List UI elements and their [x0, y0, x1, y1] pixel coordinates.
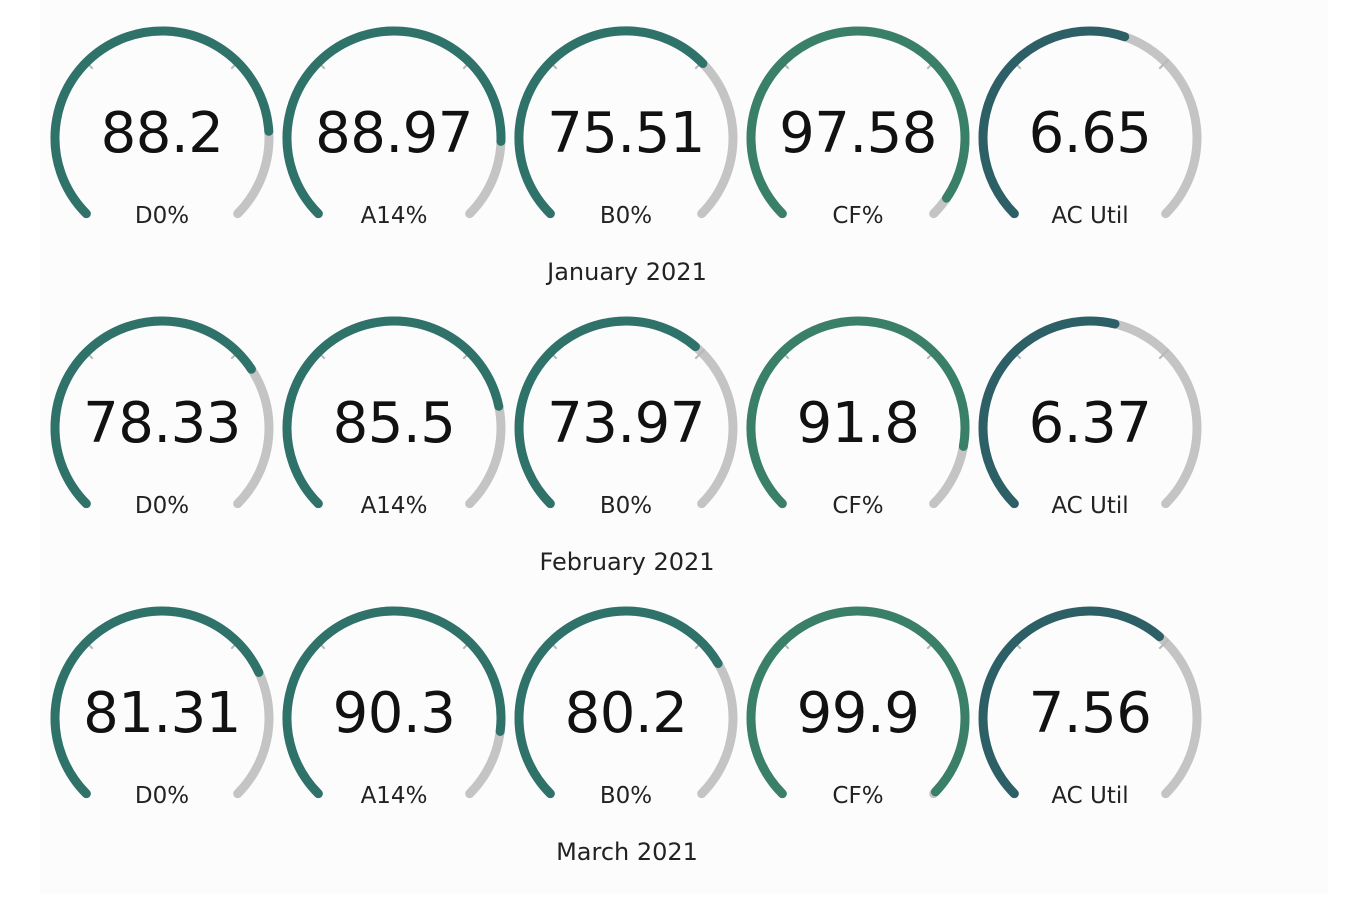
- gauge-a14: 90.3 A14%: [278, 598, 510, 813]
- gauge-label: D0%: [134, 203, 190, 229]
- gauge-value: 6.65: [1028, 101, 1152, 166]
- gauge-arc: [282, 606, 506, 799]
- gauge-arc: [514, 606, 738, 799]
- gauge-value: 85.5: [332, 391, 456, 456]
- gauge-d0: 88.2 D0%: [46, 18, 278, 233]
- gauge-ac-util: 6.37 AC Util: [974, 308, 1206, 523]
- gauge-value: 75.51: [547, 101, 705, 166]
- gauge-label: D0%: [134, 493, 190, 519]
- gauge-a14: 88.97 A14%: [278, 18, 510, 233]
- gauge-label: CF%: [832, 203, 884, 229]
- scorecard-panel: 88.2 D0% 88.97 A14% 75.51 B0% 97.58 CF% …: [40, 0, 1328, 894]
- gauge-b0: 80.2 B0%: [510, 598, 742, 813]
- gauge-label: CF%: [832, 783, 884, 809]
- gauge-label: B0%: [599, 203, 653, 229]
- gauge-value: 6.37: [1028, 391, 1152, 456]
- gauge-arc: [514, 26, 738, 219]
- gauge-fill: [978, 316, 1120, 509]
- gauge-b0: 73.97 B0%: [510, 308, 742, 523]
- month-row-march: 81.31 D0% 90.3 A14% 80.2 B0% 99.9 CF% 7.…: [40, 580, 1328, 870]
- gauge-value: 97.58: [779, 101, 937, 166]
- gauge-fill: [514, 316, 700, 509]
- gauge-tick: [694, 348, 706, 360]
- gauge-cf: 97.58 CF%: [742, 18, 974, 233]
- gauge-value: 90.3: [332, 681, 456, 746]
- gauge-arc: [978, 606, 1202, 799]
- gauge-label: CF%: [832, 493, 884, 519]
- gauge-label: A14%: [360, 493, 428, 519]
- gauge-fill: [746, 606, 970, 799]
- gauge-arc: [746, 606, 970, 799]
- gauge-value: 99.9: [796, 681, 920, 746]
- gauge-value: 7.56: [1028, 681, 1152, 746]
- gauge-arc: [282, 26, 506, 219]
- gauge-cf: 99.9 CF%: [742, 598, 974, 813]
- gauge-arc: [514, 316, 738, 509]
- gauge-arc: [50, 606, 274, 799]
- gauge-ac-util: 7.56 AC Util: [974, 598, 1206, 813]
- gauge-arc: [746, 26, 970, 219]
- gauge-arc: [282, 316, 506, 509]
- gauge-label: A14%: [360, 783, 428, 809]
- gauge-b0: 75.51 B0%: [510, 18, 742, 233]
- gauge-tick: [1158, 58, 1170, 70]
- gauge-d0: 81.31 D0%: [46, 598, 278, 813]
- gauge-ac-util: 6.65 AC Util: [974, 18, 1206, 233]
- gauge-fill: [50, 606, 264, 799]
- gauge-fill: [514, 606, 723, 799]
- gauge-fill: [978, 26, 1130, 219]
- gauge-value: 73.97: [547, 391, 705, 456]
- month-title: January 2021: [547, 258, 707, 286]
- gauge-tick: [1158, 638, 1170, 650]
- gauge-a14: 85.5 A14%: [278, 308, 510, 523]
- gauge-value: 88.97: [315, 101, 473, 166]
- gauge-arc: [746, 316, 970, 509]
- gauge-d0: 78.33 D0%: [46, 308, 278, 523]
- gauge-fill: [978, 606, 1164, 799]
- gauge-fill: [514, 26, 708, 219]
- gauge-cf: 91.8 CF%: [742, 308, 974, 523]
- gauge-fill: [746, 26, 970, 219]
- gauge-arc: [50, 26, 274, 219]
- gauge-value: 80.2: [564, 681, 688, 746]
- gauge-label: B0%: [599, 783, 653, 809]
- gauge-arc: [50, 316, 274, 509]
- gauge-arc: [978, 316, 1202, 509]
- gauge-fill: [282, 316, 504, 509]
- gauge-fill: [282, 606, 506, 799]
- gauge-value: 91.8: [796, 391, 920, 456]
- gauge-label: AC Util: [1051, 493, 1129, 519]
- gauge-label: D0%: [134, 783, 190, 809]
- gauge-fill: [746, 316, 970, 509]
- gauge-value: 88.2: [100, 101, 224, 166]
- gauge-tick: [1158, 348, 1170, 360]
- gauge-label: AC Util: [1051, 203, 1129, 229]
- gauge-fill: [282, 26, 506, 219]
- gauge-label: AC Util: [1051, 783, 1129, 809]
- gauge-fill: [50, 26, 274, 219]
- gauge-label: A14%: [360, 203, 428, 229]
- gauge-arc: [978, 26, 1202, 219]
- month-title: March 2021: [556, 838, 698, 866]
- month-title: February 2021: [539, 548, 715, 576]
- gauge-value: 81.31: [83, 681, 241, 746]
- gauge-fill: [50, 316, 256, 509]
- month-row-january: 88.2 D0% 88.97 A14% 75.51 B0% 97.58 CF% …: [40, 0, 1328, 290]
- gauge-label: B0%: [599, 493, 653, 519]
- month-row-february: 78.33 D0% 85.5 A14% 73.97 B0% 91.8 CF% 6…: [40, 290, 1328, 580]
- gauge-value: 78.33: [83, 391, 241, 456]
